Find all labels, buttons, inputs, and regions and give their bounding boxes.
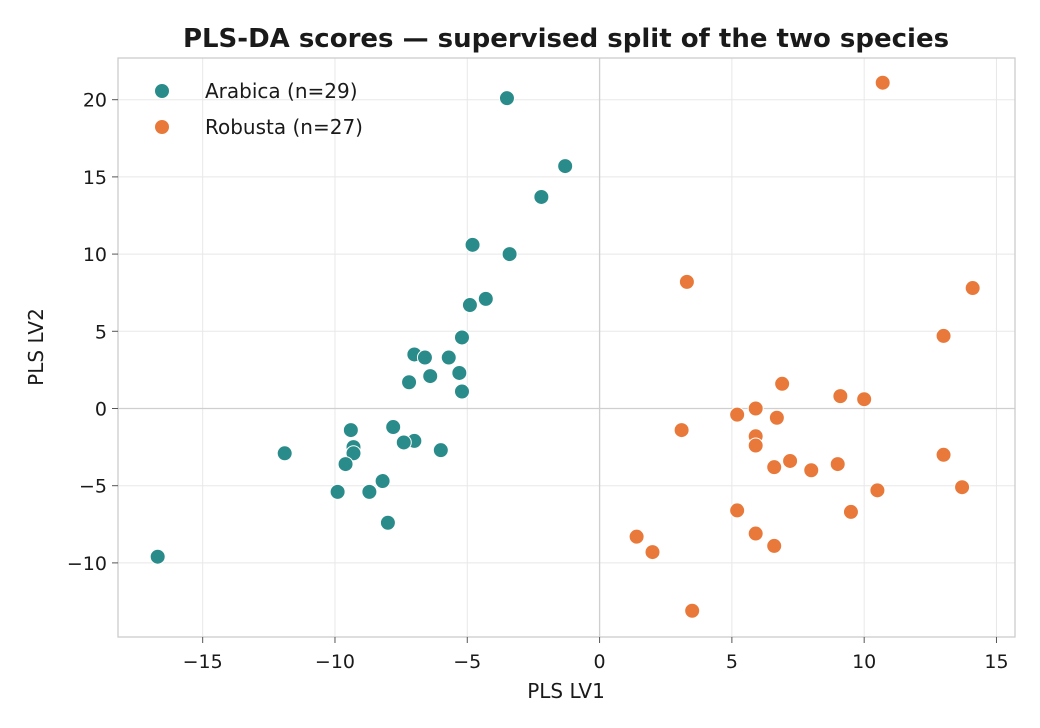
- data-point-series-2: [768, 409, 785, 426]
- data-point-series-2: [628, 528, 645, 545]
- data-point-series-2: [954, 479, 971, 496]
- data-point-series-2: [832, 388, 849, 405]
- data-point-series-1: [149, 548, 166, 565]
- legend-label: Robusta (n=27): [205, 115, 363, 139]
- data-point-series-1: [461, 297, 478, 314]
- data-point-series-2: [803, 462, 820, 479]
- data-point-series-1: [453, 329, 470, 346]
- data-point-series-2: [935, 327, 952, 344]
- data-point-series-1: [276, 445, 293, 462]
- data-points: [149, 74, 981, 619]
- x-axis-label: PLS LV1: [527, 679, 605, 703]
- plot-frame: [117, 57, 1016, 638]
- data-point-series-2: [829, 456, 846, 473]
- legend-label: Arabica (n=29): [205, 79, 358, 103]
- data-point-series-1: [329, 483, 346, 500]
- chart-title: PLS-DA scores — supervised split of the …: [183, 24, 949, 54]
- x-tick-label: −15: [183, 651, 223, 673]
- data-point-series-1: [345, 445, 362, 462]
- data-point-series-1: [342, 422, 359, 439]
- data-point-series-1: [440, 349, 457, 366]
- data-point-series-2: [964, 280, 981, 297]
- data-point-series-2: [747, 437, 764, 454]
- data-point-series-1: [498, 90, 515, 107]
- data-point-series-1: [432, 442, 449, 459]
- data-point-series-2: [766, 537, 783, 554]
- data-point-series-1: [451, 364, 468, 381]
- data-point-series-2: [644, 544, 661, 561]
- data-point-series-1: [557, 158, 574, 175]
- data-point-series-1: [464, 236, 481, 253]
- data-point-series-1: [374, 473, 391, 490]
- y-tick-label: 15: [83, 167, 107, 189]
- y-axis-ticks: −10 −5 0 5 10 15 20: [67, 90, 118, 575]
- y-tick-label: 10: [83, 244, 107, 266]
- data-point-series-1: [379, 514, 396, 531]
- legend: Arabica (n=29) Robusta (n=27): [154, 79, 363, 139]
- data-point-series-1: [501, 246, 518, 263]
- y-tick-label: 20: [83, 90, 107, 112]
- data-point-series-2: [766, 459, 783, 476]
- data-point-series-2: [842, 503, 859, 520]
- zero-reference-lines: [118, 58, 1015, 637]
- y-tick-label: 0: [95, 398, 107, 420]
- grid-lines: [118, 58, 1015, 637]
- data-point-series-1: [337, 456, 354, 473]
- data-point-series-2: [874, 74, 891, 91]
- data-point-series-1: [385, 419, 402, 436]
- data-point-series-1: [477, 290, 494, 307]
- data-point-series-1: [453, 383, 470, 400]
- x-tick-label: 0: [594, 651, 606, 673]
- data-point-series-2: [782, 452, 799, 469]
- legend-marker: [154, 83, 170, 99]
- x-tick-label: 10: [852, 651, 876, 673]
- x-tick-label: −5: [453, 651, 481, 673]
- legend-marker: [154, 119, 170, 135]
- data-point-series-2: [774, 375, 791, 392]
- y-axis-label: PLS LV2: [24, 308, 48, 386]
- x-axis-ticks: −15 −10 −5 0 5 10 15: [183, 637, 1009, 673]
- data-point-series-2: [729, 406, 746, 423]
- data-point-series-2: [747, 525, 764, 542]
- x-tick-label: 5: [726, 651, 738, 673]
- x-tick-label: 15: [984, 651, 1008, 673]
- y-tick-label: 5: [95, 321, 107, 343]
- y-tick-label: −10: [67, 553, 107, 575]
- data-point-series-2: [684, 602, 701, 619]
- data-point-series-1: [416, 349, 433, 366]
- data-point-series-2: [678, 273, 695, 290]
- data-point-series-1: [361, 483, 378, 500]
- data-point-series-2: [856, 391, 873, 408]
- y-tick-label: −5: [79, 476, 107, 498]
- data-point-series-1: [533, 188, 550, 205]
- data-point-series-2: [869, 482, 886, 499]
- data-point-series-2: [673, 422, 690, 439]
- data-point-series-2: [729, 502, 746, 519]
- data-point-series-2: [747, 400, 764, 417]
- x-tick-label: −10: [315, 651, 355, 673]
- data-point-series-1: [422, 368, 439, 385]
- data-point-series-2: [935, 446, 952, 463]
- data-point-series-1: [395, 434, 412, 451]
- data-point-series-1: [401, 374, 418, 391]
